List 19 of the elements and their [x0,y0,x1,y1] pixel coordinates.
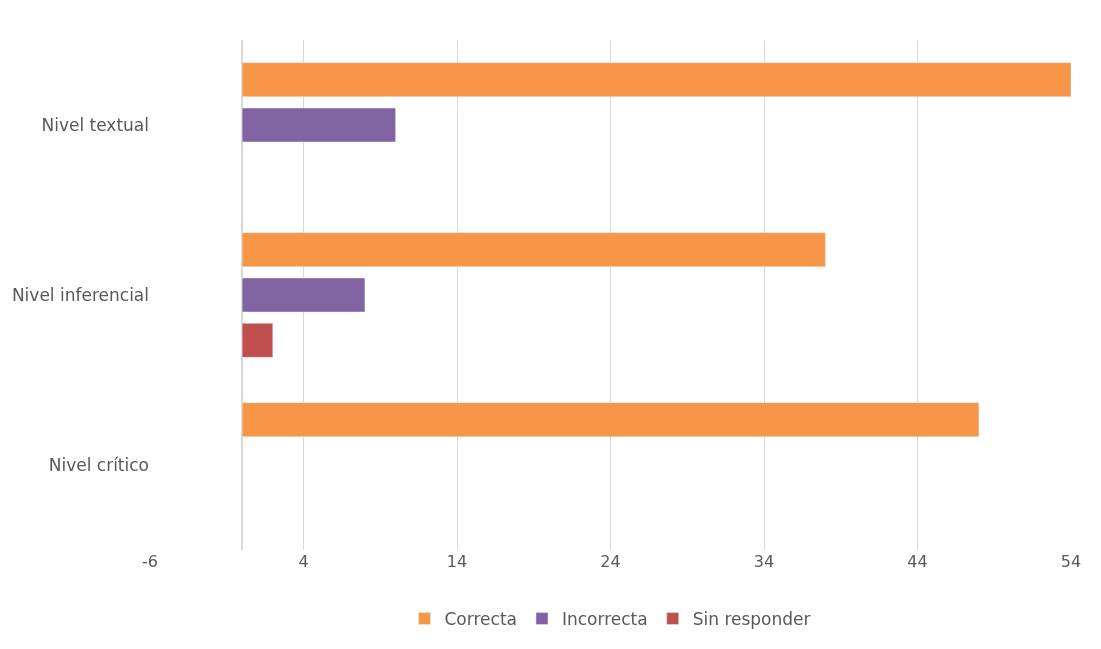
bar [241,277,366,313]
x-tick-label: 34 [753,552,775,571]
x-tick-label: 14 [446,552,468,571]
bar [241,402,980,437]
bar [241,62,1071,97]
legend-label: Incorrecta [561,609,648,630]
x-tick-label: 4 [298,552,309,571]
x-tick-label: -6 [142,552,158,571]
x-tick-label: 54 [1060,552,1082,571]
bar [241,323,274,358]
y-tick-label: Nivel textual [41,114,149,135]
legend-label: Sin responder [692,609,811,630]
y-tick-label: Nivel crítico [48,454,149,475]
x-tick-label: 24 [600,552,621,571]
y-tick-label: Nivel inferencial [11,284,149,305]
bar [241,107,396,143]
bar [241,232,826,267]
legend-label: Correcta [444,609,517,630]
x-tick-label: 44 [907,552,928,571]
